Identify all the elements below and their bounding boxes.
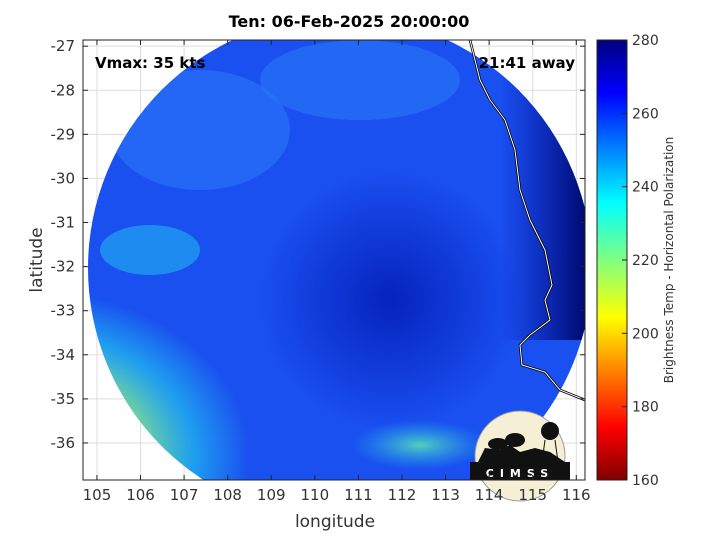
x-tick-label: 109 — [257, 486, 286, 504]
away-annotation: 21:41 away — [479, 54, 576, 72]
y-tick-label: -33 — [51, 302, 76, 320]
y-tick-label: -30 — [51, 169, 76, 187]
x-tick-label: 114 — [475, 486, 504, 504]
brightness-swath — [88, 40, 585, 480]
colorbar-tick-label: 240 — [632, 180, 659, 196]
x-tick-label: 105 — [83, 486, 112, 504]
colorbar-ticks: 160 180 200 220 240 260 280 — [622, 33, 659, 489]
colorbar-tick-label: 200 — [632, 326, 659, 342]
axis-ticks: 105 106 107 108 109 110 111 112 113 114 115 116 -27 -… — [51, 37, 591, 504]
y-tick-label: -36 — [51, 434, 76, 452]
x-tick-label: 106 — [126, 486, 155, 504]
x-tick-label: 110 — [301, 486, 330, 504]
y-tick-label: -35 — [51, 390, 76, 408]
y-tick-label: -28 — [51, 81, 76, 99]
chart-title: Ten: 06-Feb-2025 20:00:00 — [229, 12, 470, 31]
y-tick-label: -34 — [51, 346, 76, 364]
colorbar-label: Brightness Temp - Horizontal Polarizatio… — [662, 137, 676, 384]
colorbar-tick-label: 180 — [632, 400, 659, 416]
y-tick-label: -31 — [51, 214, 76, 232]
x-axis-label: longitude — [295, 512, 375, 532]
y-tick-label: -32 — [51, 258, 76, 276]
colorbar-tick-label: 260 — [632, 106, 659, 122]
x-tick-label: 116 — [562, 486, 591, 504]
colorbar-tick-label: 280 — [632, 33, 659, 49]
colorbar-tick-label: 160 — [632, 473, 659, 489]
x-tick-label: 108 — [213, 486, 242, 504]
y-tick-label: -27 — [51, 37, 76, 55]
x-tick-label: 111 — [344, 486, 373, 504]
logo-text: CIMSS — [486, 467, 554, 480]
x-tick-label: 113 — [431, 486, 460, 504]
colorbar-tick-label: 220 — [632, 253, 659, 269]
x-tick-label: 115 — [518, 486, 547, 504]
x-tick-label: 112 — [388, 486, 417, 504]
plot-frame — [82, 39, 586, 481]
y-tick-label: -29 — [51, 125, 76, 143]
y-axis-label: latitude — [27, 227, 47, 292]
cimss-logo: CIMSS — [470, 410, 570, 502]
vmax-annotation: Vmax: 35 kts — [95, 54, 205, 72]
x-tick-label: 107 — [170, 486, 199, 504]
